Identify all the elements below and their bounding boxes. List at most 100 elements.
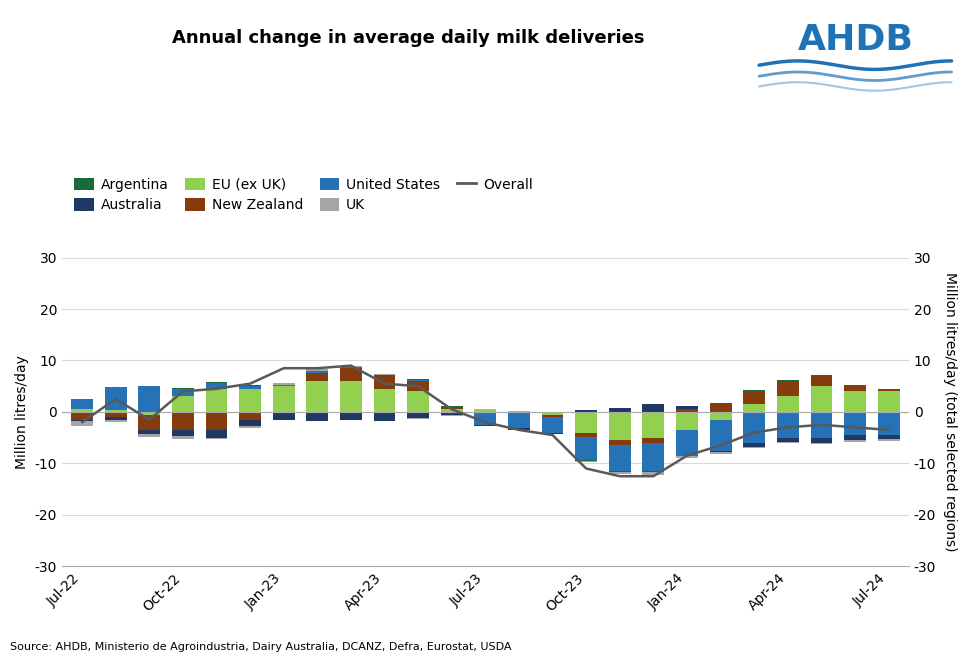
Bar [811, 443, 832, 444]
Bar [710, 420, 732, 451]
Bar [575, 432, 597, 437]
Bar [138, 434, 160, 437]
Bar [878, 412, 899, 435]
Bar [677, 430, 698, 456]
Bar [642, 438, 664, 443]
Bar [777, 438, 799, 441]
Bar [777, 412, 799, 438]
Bar [777, 379, 799, 381]
Bar [71, 421, 93, 426]
Bar [575, 412, 597, 432]
Bar [206, 382, 227, 383]
Bar [642, 412, 664, 438]
Bar [239, 420, 261, 426]
Bar [206, 412, 227, 430]
Text: Source: AHDB, Ministerio de Agroindustria, Dairy Australia, DCANZ, Defra, Eurost: Source: AHDB, Ministerio de Agroindustri… [10, 642, 511, 652]
Bar [407, 391, 429, 412]
Bar [811, 375, 832, 376]
Bar [642, 404, 664, 412]
Bar [541, 432, 564, 434]
Bar [105, 411, 126, 412]
Bar [642, 443, 664, 471]
Bar [71, 420, 93, 421]
Bar [575, 461, 597, 462]
Bar [373, 413, 396, 421]
Bar [710, 403, 732, 404]
Bar [744, 391, 765, 404]
Bar [71, 409, 93, 412]
Bar [744, 447, 765, 449]
Bar [575, 411, 597, 412]
Bar [777, 441, 799, 443]
Bar [608, 440, 631, 445]
Bar [474, 409, 497, 412]
Bar [206, 438, 227, 440]
Bar [777, 381, 799, 396]
Bar [105, 387, 126, 411]
Bar [306, 381, 329, 412]
Bar [172, 396, 193, 412]
Bar [844, 440, 866, 441]
Bar [105, 417, 126, 420]
Bar [642, 471, 664, 472]
Bar [811, 376, 832, 386]
Bar [744, 412, 765, 443]
Y-axis label: Million litres/day: Million litres/day [15, 355, 29, 469]
Bar [172, 389, 193, 396]
Bar [239, 389, 261, 412]
Bar [677, 456, 698, 458]
Bar [878, 435, 899, 440]
Bar [811, 412, 832, 438]
Bar [878, 390, 899, 391]
Bar [71, 412, 93, 420]
Bar [878, 440, 899, 441]
Bar [878, 389, 899, 390]
Bar [340, 365, 362, 367]
Bar [172, 436, 193, 439]
Bar [340, 381, 362, 412]
Bar [677, 409, 698, 412]
Bar [642, 472, 664, 475]
Bar [710, 412, 732, 420]
Bar [138, 430, 160, 434]
Bar [239, 386, 261, 389]
Bar [844, 391, 866, 412]
Bar [508, 413, 530, 428]
Bar [677, 406, 698, 409]
Bar [844, 412, 866, 435]
Bar [608, 412, 631, 440]
Bar [373, 374, 396, 375]
Bar [407, 418, 429, 419]
Bar [508, 411, 530, 412]
Bar [575, 437, 597, 460]
Bar [575, 460, 597, 461]
Bar [105, 420, 126, 422]
Bar [306, 371, 329, 373]
Bar [340, 368, 362, 381]
Bar [508, 412, 530, 413]
Bar [811, 438, 832, 443]
Bar [844, 435, 866, 440]
Bar [844, 385, 866, 386]
Y-axis label: Million litres/day (total selected regions): Million litres/day (total selected regio… [943, 272, 957, 552]
Text: Annual change in average daily milk deliveries: Annual change in average daily milk deli… [172, 29, 644, 47]
Bar [474, 412, 497, 425]
Bar [677, 412, 698, 430]
Bar [878, 391, 899, 412]
Bar [306, 369, 329, 371]
Bar [172, 412, 193, 430]
Bar [138, 412, 160, 415]
Bar [206, 383, 227, 389]
Bar [710, 452, 732, 454]
Bar [608, 408, 631, 412]
Bar [844, 386, 866, 391]
Bar [239, 426, 261, 428]
Bar [172, 388, 193, 389]
Bar [608, 445, 631, 471]
Bar [306, 412, 329, 421]
Bar [138, 386, 160, 412]
Bar [744, 404, 765, 412]
Bar [340, 367, 362, 368]
Bar [541, 417, 564, 432]
Bar [373, 376, 396, 389]
